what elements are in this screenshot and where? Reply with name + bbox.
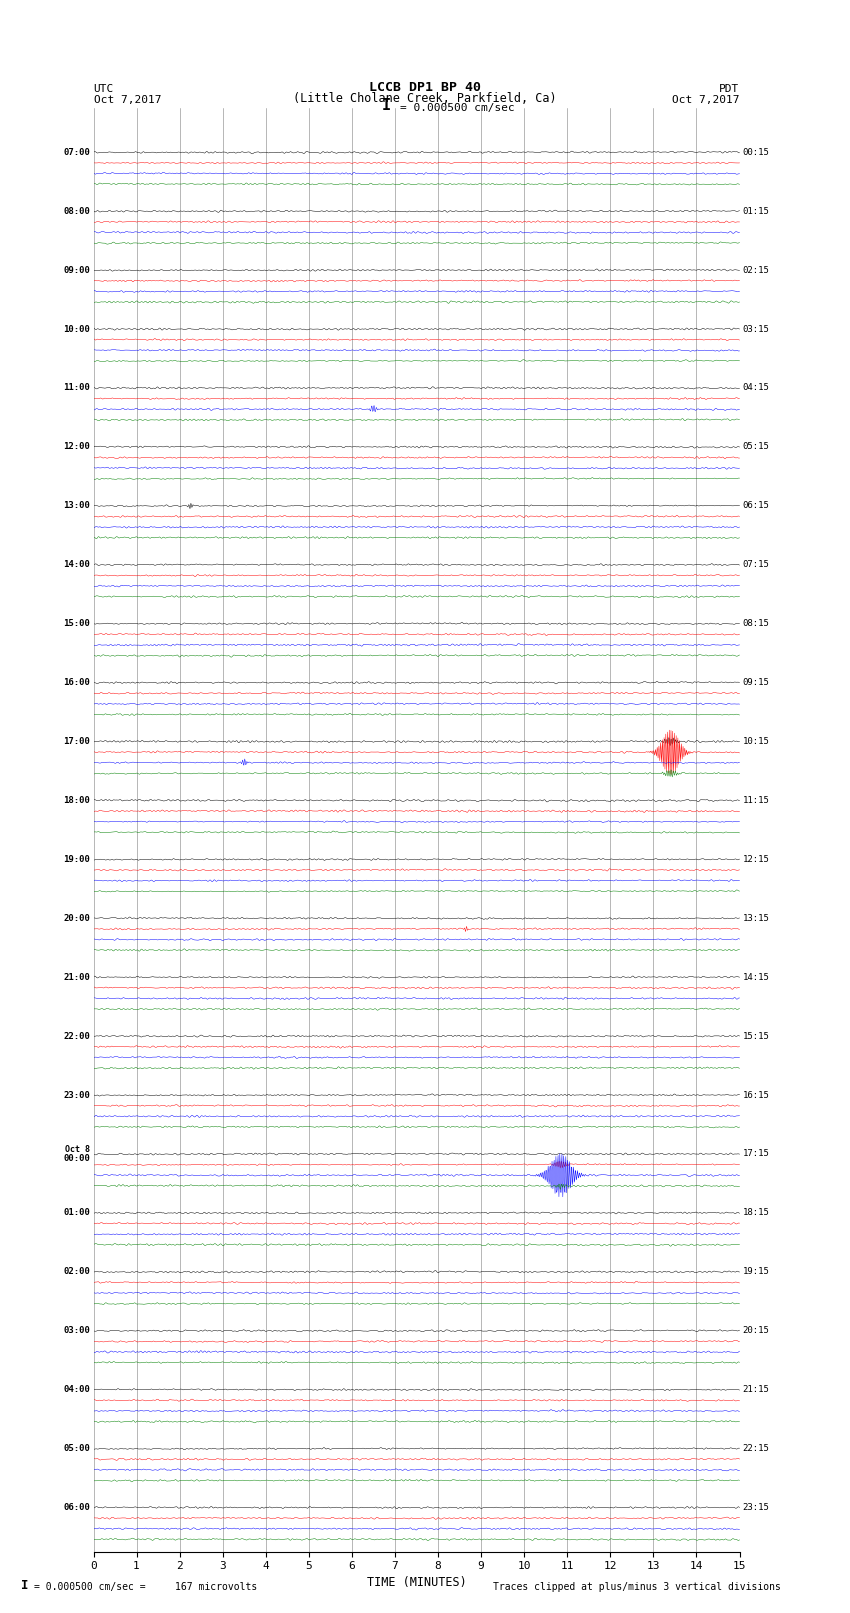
Text: PDT: PDT	[719, 84, 740, 94]
Text: 22:15: 22:15	[743, 1444, 769, 1453]
Text: 16:00: 16:00	[64, 677, 90, 687]
Text: 00:00: 00:00	[64, 1155, 90, 1163]
Text: 01:15: 01:15	[743, 206, 769, 216]
Text: 19:00: 19:00	[64, 855, 90, 865]
Text: 11:15: 11:15	[743, 795, 769, 805]
Text: 19:15: 19:15	[743, 1268, 769, 1276]
Text: 12:00: 12:00	[64, 442, 90, 452]
Text: 13:00: 13:00	[64, 502, 90, 510]
Text: 00:15: 00:15	[743, 148, 769, 156]
Text: 15:15: 15:15	[743, 1032, 769, 1040]
Text: 17:00: 17:00	[64, 737, 90, 745]
Text: 16:15: 16:15	[743, 1090, 769, 1100]
Text: Traces clipped at plus/minus 3 vertical divisions: Traces clipped at plus/minus 3 vertical …	[493, 1582, 781, 1592]
Text: 13:15: 13:15	[743, 915, 769, 923]
Text: I: I	[21, 1579, 29, 1592]
Text: 03:00: 03:00	[64, 1326, 90, 1336]
Text: 04:00: 04:00	[64, 1386, 90, 1394]
Text: = 0.000500 cm/sec =     167 microvolts: = 0.000500 cm/sec = 167 microvolts	[34, 1582, 258, 1592]
Text: 08:00: 08:00	[64, 206, 90, 216]
Text: I: I	[382, 98, 391, 113]
Text: 18:00: 18:00	[64, 795, 90, 805]
Text: (Little Cholane Creek, Parkfield, Ca): (Little Cholane Creek, Parkfield, Ca)	[293, 92, 557, 105]
Text: 18:15: 18:15	[743, 1208, 769, 1218]
Text: 09:00: 09:00	[64, 266, 90, 274]
Text: 23:15: 23:15	[743, 1503, 769, 1511]
Text: 04:15: 04:15	[743, 384, 769, 392]
Text: Oct 7,2017: Oct 7,2017	[94, 95, 161, 105]
Text: 06:00: 06:00	[64, 1503, 90, 1511]
Text: 05:00: 05:00	[64, 1444, 90, 1453]
Text: 11:00: 11:00	[64, 384, 90, 392]
Text: Oct 8: Oct 8	[65, 1145, 90, 1153]
Text: 02:00: 02:00	[64, 1268, 90, 1276]
Text: 08:15: 08:15	[743, 619, 769, 627]
Text: 22:00: 22:00	[64, 1032, 90, 1040]
Text: = 0.000500 cm/sec: = 0.000500 cm/sec	[400, 103, 514, 113]
Text: 15:00: 15:00	[64, 619, 90, 627]
Text: 12:15: 12:15	[743, 855, 769, 865]
Text: 06:15: 06:15	[743, 502, 769, 510]
Text: 10:15: 10:15	[743, 737, 769, 745]
Text: 03:15: 03:15	[743, 324, 769, 334]
X-axis label: TIME (MINUTES): TIME (MINUTES)	[366, 1576, 467, 1589]
Text: 07:15: 07:15	[743, 560, 769, 569]
Text: 21:15: 21:15	[743, 1386, 769, 1394]
Text: LCCB DP1 BP 40: LCCB DP1 BP 40	[369, 81, 481, 94]
Text: 20:15: 20:15	[743, 1326, 769, 1336]
Text: 05:15: 05:15	[743, 442, 769, 452]
Text: UTC: UTC	[94, 84, 114, 94]
Text: 01:00: 01:00	[64, 1208, 90, 1218]
Text: 09:15: 09:15	[743, 677, 769, 687]
Text: 17:15: 17:15	[743, 1150, 769, 1158]
Text: Oct 7,2017: Oct 7,2017	[672, 95, 740, 105]
Text: 07:00: 07:00	[64, 148, 90, 156]
Text: 23:00: 23:00	[64, 1090, 90, 1100]
Text: 21:00: 21:00	[64, 973, 90, 982]
Text: 14:00: 14:00	[64, 560, 90, 569]
Text: 14:15: 14:15	[743, 973, 769, 982]
Text: 02:15: 02:15	[743, 266, 769, 274]
Text: 20:00: 20:00	[64, 915, 90, 923]
Text: 10:00: 10:00	[64, 324, 90, 334]
